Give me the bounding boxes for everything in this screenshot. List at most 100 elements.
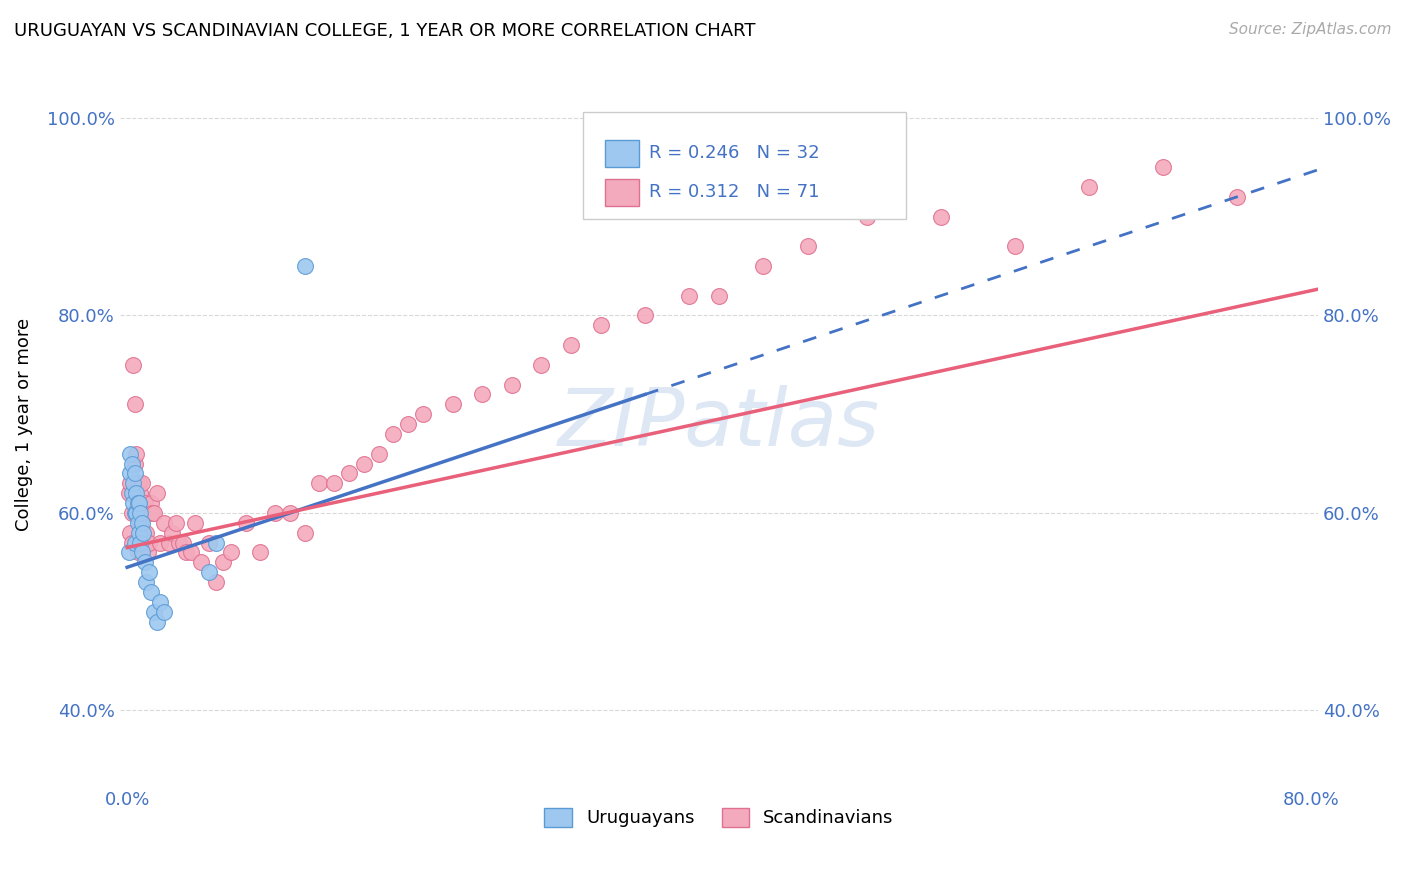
Point [249, 545, 271, 559]
Point [142, 506, 165, 520]
Point [278, 506, 301, 520]
Point [929, 210, 952, 224]
Point [120, 447, 142, 461]
Point [184, 516, 207, 530]
Point [308, 476, 330, 491]
Point [176, 545, 198, 559]
Text: Source: ZipAtlas.com: Source: ZipAtlas.com [1229, 22, 1392, 37]
Point [124, 397, 146, 411]
Point [382, 426, 405, 441]
Point [589, 318, 612, 333]
Point [752, 259, 775, 273]
Point [122, 358, 145, 372]
Point [501, 377, 523, 392]
Point [120, 525, 142, 540]
Point [139, 585, 162, 599]
Point [129, 486, 152, 500]
Point [135, 525, 157, 540]
Point [122, 496, 145, 510]
Point [219, 545, 242, 559]
Point [125, 506, 148, 520]
Point [153, 605, 176, 619]
Point [129, 516, 152, 530]
Point [412, 407, 434, 421]
Point [128, 496, 150, 510]
Point [157, 535, 180, 549]
Point [264, 506, 287, 520]
Point [131, 535, 153, 549]
Point [132, 525, 155, 540]
Point [138, 565, 160, 579]
Legend: Uruguayans, Scandinavians: Uruguayans, Scandinavians [537, 801, 901, 835]
Point [180, 545, 202, 559]
Point [367, 447, 389, 461]
Text: R = 0.312   N = 71: R = 0.312 N = 71 [650, 184, 820, 202]
Point [707, 288, 730, 302]
Point [145, 615, 167, 629]
Point [1152, 161, 1174, 175]
Text: URUGUAYAN VS SCANDINAVIAN COLLEGE, 1 YEAR OR MORE CORRELATION CHART: URUGUAYAN VS SCANDINAVIAN COLLEGE, 1 YEA… [14, 22, 755, 40]
Point [1004, 239, 1026, 253]
Point [117, 486, 139, 500]
Point [353, 457, 375, 471]
Point [153, 516, 176, 530]
Point [197, 535, 219, 549]
Point [205, 535, 228, 549]
Point [135, 575, 157, 590]
Point [131, 545, 153, 559]
Point [149, 595, 172, 609]
Point [125, 506, 148, 520]
Point [121, 506, 143, 520]
Point [127, 545, 149, 559]
Point [160, 525, 183, 540]
Point [149, 535, 172, 549]
Point [634, 309, 657, 323]
Point [127, 516, 149, 530]
Point [139, 496, 162, 510]
Point [122, 476, 145, 491]
Point [128, 476, 150, 491]
Point [560, 338, 582, 352]
Point [678, 288, 700, 302]
Point [471, 387, 494, 401]
Text: ZIPatlas: ZIPatlas [558, 385, 880, 463]
Point [323, 476, 346, 491]
Point [117, 545, 139, 559]
Point [127, 496, 149, 510]
Point [128, 525, 150, 540]
Point [134, 496, 156, 510]
Point [212, 555, 235, 569]
Point [124, 467, 146, 481]
Point [1226, 190, 1249, 204]
Point [530, 358, 553, 372]
Point [396, 417, 419, 431]
Point [1077, 180, 1099, 194]
Point [796, 239, 818, 253]
Point [235, 516, 257, 530]
Point [294, 525, 316, 540]
Point [145, 486, 167, 500]
Point [131, 516, 153, 530]
Point [121, 457, 143, 471]
Point [136, 545, 159, 559]
Point [128, 496, 150, 510]
Point [124, 535, 146, 549]
Point [172, 535, 194, 549]
Point [134, 555, 156, 569]
Point [441, 397, 464, 411]
Point [165, 516, 187, 530]
Point [132, 506, 155, 520]
Point [205, 575, 228, 590]
Point [190, 555, 212, 569]
Text: R = 0.246   N = 32: R = 0.246 N = 32 [650, 145, 820, 162]
Point [125, 447, 148, 461]
Point [856, 210, 879, 224]
Point [124, 506, 146, 520]
Point [141, 506, 163, 520]
Point [124, 457, 146, 471]
Point [120, 467, 142, 481]
Point [125, 486, 148, 500]
Point [129, 506, 152, 520]
Point [167, 535, 190, 549]
Point [129, 535, 152, 549]
